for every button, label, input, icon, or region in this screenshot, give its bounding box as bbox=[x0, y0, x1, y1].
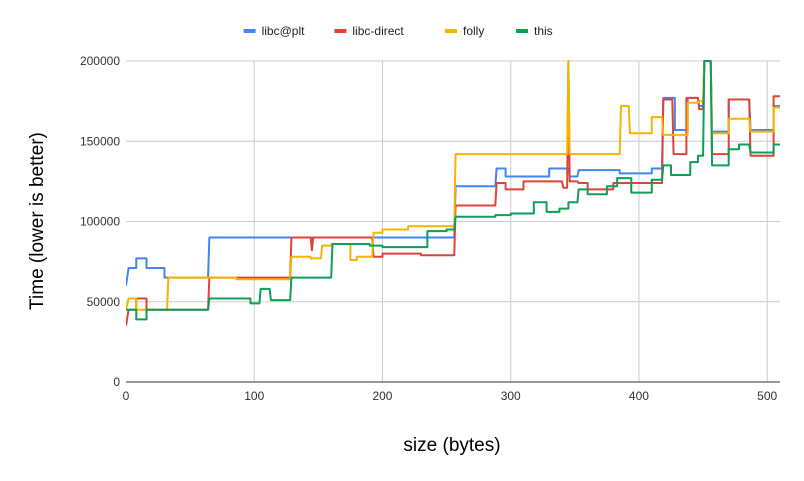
x-axis-title: size (bytes) bbox=[403, 435, 500, 456]
x-tick-label: 500 bbox=[757, 389, 777, 403]
y-tick-label: 0 bbox=[113, 375, 120, 389]
legend-swatch-libc-plt bbox=[243, 29, 256, 33]
y-tick-label: 100000 bbox=[80, 215, 120, 229]
y-axis-title: Time (lower is better) bbox=[27, 132, 48, 310]
x-tick-label: 0 bbox=[123, 389, 130, 403]
x-tick-label: 300 bbox=[501, 389, 521, 403]
series-line-libc-plt bbox=[126, 60, 780, 286]
axes: 0 50000 100000 150000 200000 0 100 200 300 400 500 bbox=[80, 54, 780, 403]
x-tick-label: 200 bbox=[372, 389, 392, 403]
series-line-this bbox=[126, 60, 780, 321]
y-tick-label: 150000 bbox=[80, 134, 120, 148]
series-line-libc-direct bbox=[126, 60, 780, 326]
x-tick-label: 400 bbox=[629, 389, 649, 403]
legend-swatch-libc-direct bbox=[334, 29, 347, 33]
legend-label-folly: folly bbox=[463, 24, 484, 38]
x-tick-label: 100 bbox=[244, 389, 264, 403]
series-lines bbox=[126, 60, 780, 326]
legend-swatch-folly bbox=[445, 29, 457, 33]
legend: libc@plt libc-direct folly this bbox=[243, 24, 553, 38]
grid bbox=[126, 60, 780, 382]
legend-label-libc-plt: libc@plt bbox=[262, 24, 306, 38]
legend-label-libc-direct: libc-direct bbox=[352, 24, 404, 38]
legend-label-this: this bbox=[534, 24, 553, 38]
legend-swatch-this bbox=[516, 29, 528, 33]
series-line-folly bbox=[126, 60, 780, 311]
y-tick-label: 200000 bbox=[80, 54, 120, 68]
y-tick-label: 50000 bbox=[87, 295, 121, 309]
